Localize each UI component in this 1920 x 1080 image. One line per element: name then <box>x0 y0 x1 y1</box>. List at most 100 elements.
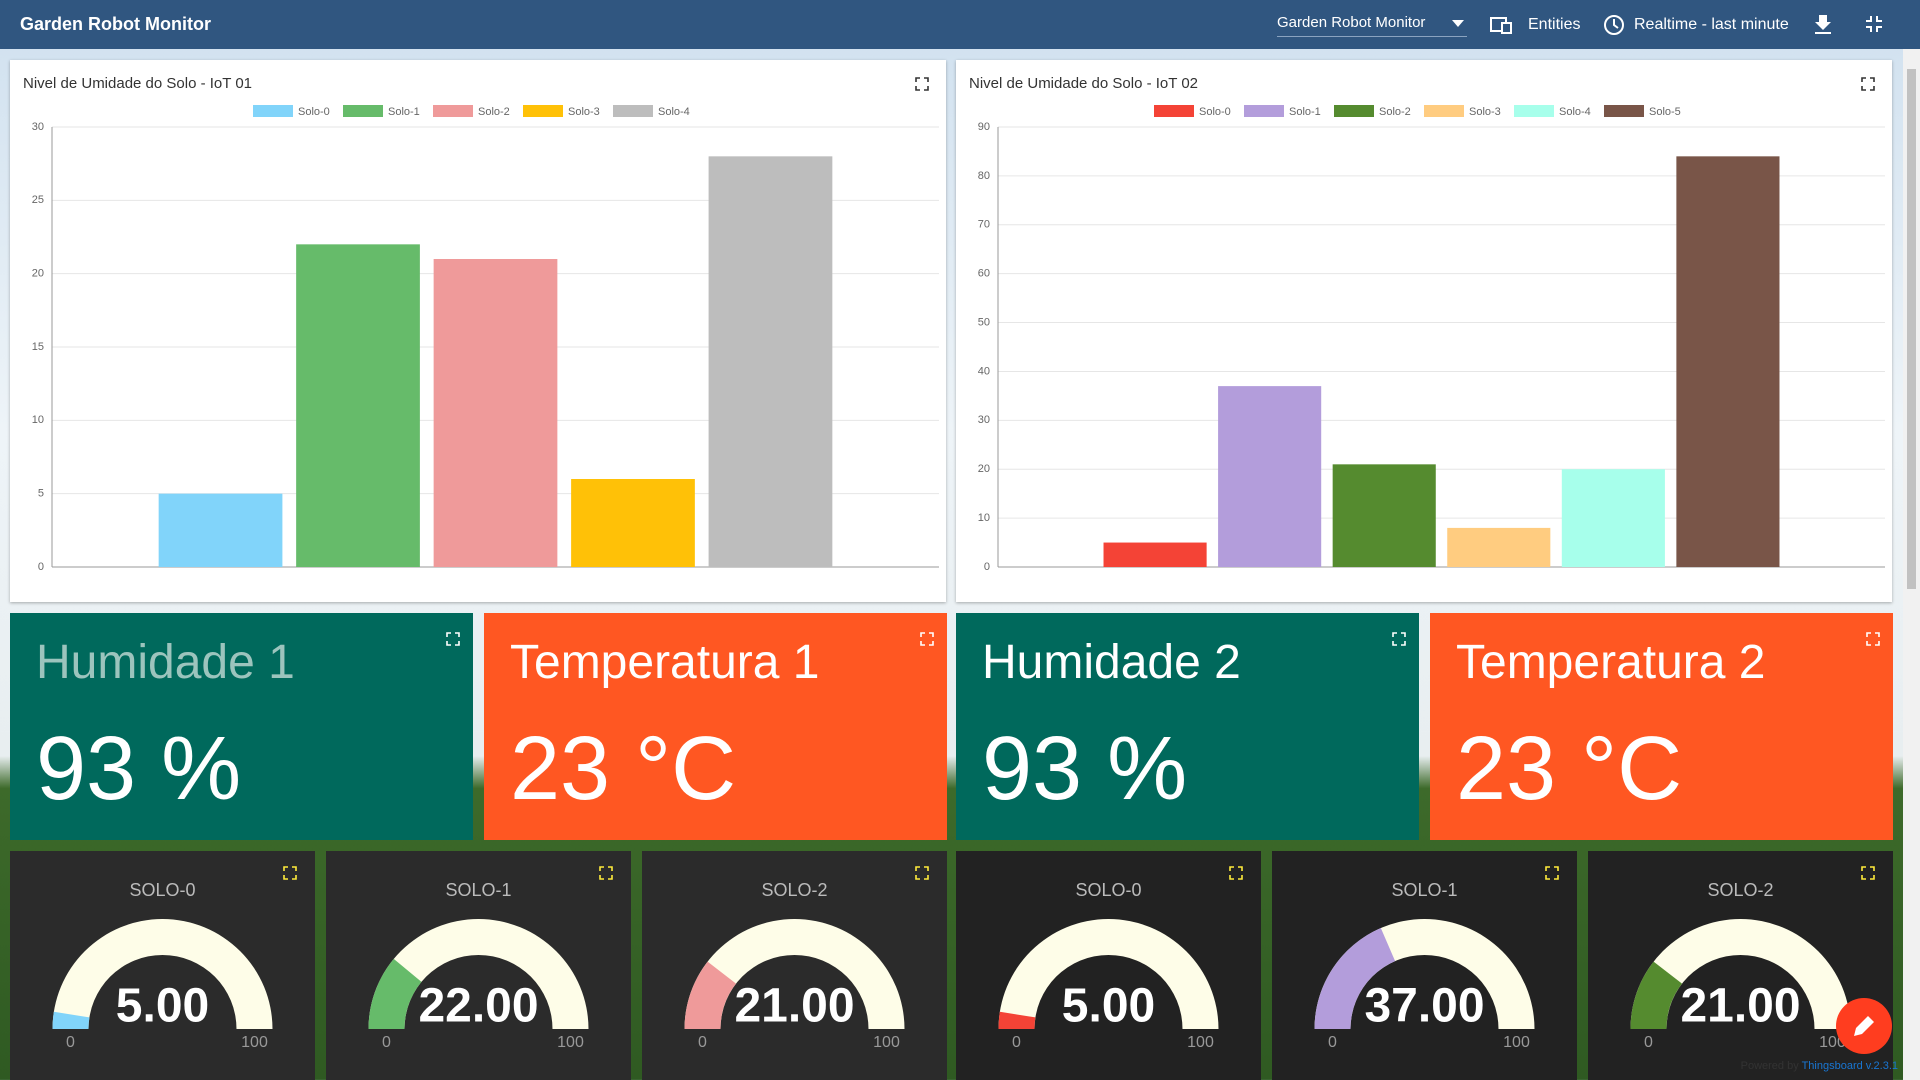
gauge-track <box>52 919 273 1029</box>
value-card: Temperatura 1 23 °C <box>484 613 947 840</box>
card-title: Humidade 1 <box>36 636 295 689</box>
clock-icon[interactable] <box>1603 14 1625 36</box>
expand-icon[interactable] <box>283 866 297 880</box>
expand-icon[interactable] <box>1545 866 1559 880</box>
gauge-value: 21.00 <box>734 980 854 1033</box>
gauge: SOLO-0 5.00 0 100 <box>998 866 1243 1051</box>
gauge-value-arc <box>368 958 422 1029</box>
chart: Nivel de Umidade do Solo - IoT 02 0 10 20 30… <box>969 75 1885 573</box>
download-icon[interactable] <box>1814 15 1832 35</box>
gauge-value-arc <box>1630 961 1683 1029</box>
legend-swatch <box>1244 105 1284 117</box>
legend-label: Solo-3 <box>568 106 600 118</box>
chart: Nivel de Umidade do Solo - IoT 01 0 5 10 15 2… <box>23 75 939 573</box>
card-title: Humidade 2 <box>982 636 1241 689</box>
legend-swatch <box>1604 105 1644 117</box>
expand-icon[interactable] <box>1866 632 1880 646</box>
legend-swatch <box>523 105 563 117</box>
chart-title: Nivel de Umidade do Solo - IoT 01 <box>23 75 252 92</box>
fullscreen-exit-icon[interactable] <box>1866 16 1882 32</box>
gauge: SOLO-1 37.00 0 100 <box>1314 866 1559 1051</box>
chart-widget: Nivel de Umidade do Solo - IoT 02 0 10 20 30… <box>956 60 1892 602</box>
expand-icon[interactable] <box>1392 632 1406 646</box>
gauge-value: 22.00 <box>418 980 538 1033</box>
y-tick-label: 70 <box>978 219 990 231</box>
card-title: Temperatura 1 <box>510 636 820 689</box>
entities-icon[interactable] <box>1490 15 1514 35</box>
value-card: Temperatura 2 23 °C <box>1430 613 1893 840</box>
expand-icon[interactable] <box>1229 866 1243 880</box>
value-card: Humidade 1 93 % <box>10 613 473 840</box>
gauge-max: 100 <box>873 1034 900 1051</box>
expand-icon[interactable] <box>920 632 934 646</box>
y-tick-label: 50 <box>978 316 990 328</box>
gauge-value-arc <box>1314 928 1396 1029</box>
gauge: SOLO-221.000 100 <box>1630 866 1875 1051</box>
expand-icon[interactable] <box>915 866 929 880</box>
dashboard-select[interactable]: Garden Robot Monitor <box>1277 0 1467 37</box>
gauge-widget: SOLO-0 5.00 0 100 <box>956 851 1261 1080</box>
gauge-min: 0 <box>66 1034 75 1051</box>
gauge-max: 100 <box>1503 1034 1530 1051</box>
gauge-widget: SOLO-1 37.00 0 100 <box>1272 851 1577 1080</box>
y-tick-label: 15 <box>32 341 44 353</box>
gauge-max: 100 <box>1187 1034 1214 1051</box>
scrollbar <box>1903 49 1920 1080</box>
gauge-widget: SOLO-1 22.00 0 100 <box>326 851 631 1080</box>
gauge-value-arc <box>998 1011 1036 1029</box>
gauge-value: 21.00 <box>1680 980 1800 1033</box>
bar <box>571 479 695 567</box>
bar <box>1561 469 1665 567</box>
y-tick-label: 40 <box>978 365 990 377</box>
gauge-title: SOLO-1 <box>445 880 511 900</box>
card-value: 93 % <box>36 719 242 819</box>
gauge-title: SOLO-2 <box>1707 880 1773 900</box>
toolbar: Garden Robot Monitor Garden Robot Monito… <box>0 0 1920 49</box>
gauge-track <box>1630 919 1851 1029</box>
legend-label: Solo-2 <box>478 106 510 118</box>
expand-icon[interactable] <box>915 77 929 91</box>
legend-label: Solo-5 <box>1649 106 1681 118</box>
y-tick-label: 30 <box>32 121 44 133</box>
gauge-max: 100 <box>557 1034 584 1051</box>
version-link[interactable]: Thingsboard v.2.3.1 <box>1801 1060 1898 1072</box>
gauge-min: 0 <box>698 1034 707 1051</box>
gauge-min: 0 <box>1328 1034 1337 1051</box>
legend-swatch <box>1424 105 1464 117</box>
entities-button[interactable]: Entities <box>1528 16 1581 33</box>
expand-icon[interactable] <box>446 632 460 646</box>
legend-swatch <box>613 105 653 117</box>
y-tick-label: 80 <box>978 170 990 182</box>
powered-by: Powered by <box>1740 1060 1799 1072</box>
y-tick-label: 25 <box>32 194 44 206</box>
legend-label: Solo-3 <box>1469 106 1501 118</box>
legend-swatch <box>253 105 293 117</box>
gauge-value-arc <box>52 1011 90 1029</box>
expand-icon[interactable] <box>1861 77 1875 91</box>
gauge-value-arc <box>684 961 737 1029</box>
y-tick-label: 0 <box>38 561 44 573</box>
gauge-track <box>998 919 1219 1029</box>
gauge-title: SOLO-0 <box>129 880 195 900</box>
y-tick-label: 5 <box>38 488 44 500</box>
y-tick-label: 90 <box>978 121 990 133</box>
expand-icon[interactable] <box>1861 866 1875 880</box>
gauge: SOLO-0 5.00 0 100 <box>52 866 297 1051</box>
expand-icon[interactable] <box>599 866 613 880</box>
timewindow-button[interactable]: Realtime - last minute <box>1634 16 1789 33</box>
bar <box>1103 542 1207 567</box>
y-tick-label: 10 <box>32 414 44 426</box>
card-value: 93 % <box>982 719 1188 819</box>
edit-button[interactable] <box>1834 996 1894 1056</box>
legend-label: Solo-0 <box>1199 106 1231 118</box>
gauge-title: SOLO-2 <box>761 880 827 900</box>
legend-label: Solo-4 <box>658 106 690 118</box>
card-value: 23 °C <box>1456 719 1683 819</box>
legend-label: Solo-1 <box>1289 106 1321 118</box>
bar <box>296 244 420 568</box>
legend-swatch <box>1154 105 1194 117</box>
gauge-widget: SOLO-0 5.00 0 100 <box>10 851 315 1080</box>
card-icons <box>1866 632 1880 646</box>
legend-swatch <box>1514 105 1554 117</box>
